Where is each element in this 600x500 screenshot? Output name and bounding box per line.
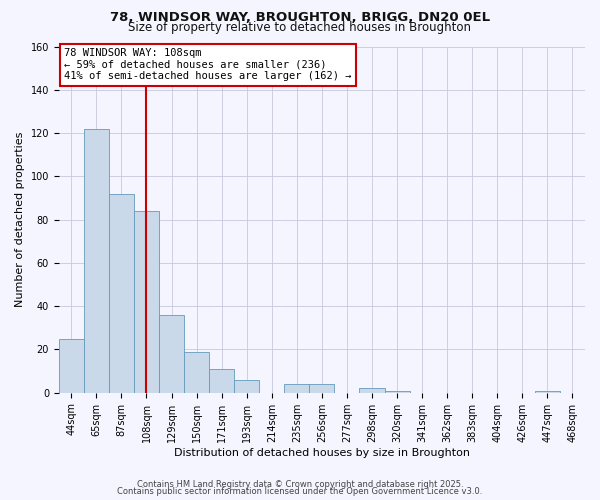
Bar [385, 390, 410, 392]
Bar [134, 211, 159, 392]
Bar [84, 128, 109, 392]
Bar [359, 388, 385, 392]
Bar [59, 338, 84, 392]
Text: 78, WINDSOR WAY, BROUGHTON, BRIGG, DN20 0EL: 78, WINDSOR WAY, BROUGHTON, BRIGG, DN20 … [110, 11, 490, 24]
Text: Size of property relative to detached houses in Broughton: Size of property relative to detached ho… [128, 21, 472, 34]
Bar [310, 384, 334, 392]
Bar [234, 380, 259, 392]
Bar [159, 315, 184, 392]
Text: Contains HM Land Registry data © Crown copyright and database right 2025.: Contains HM Land Registry data © Crown c… [137, 480, 463, 489]
Bar [184, 352, 209, 393]
Bar [535, 390, 560, 392]
Text: 78 WINDSOR WAY: 108sqm
← 59% of detached houses are smaller (236)
41% of semi-de: 78 WINDSOR WAY: 108sqm ← 59% of detached… [64, 48, 352, 82]
Y-axis label: Number of detached properties: Number of detached properties [15, 132, 25, 308]
Bar [209, 369, 234, 392]
Text: Contains public sector information licensed under the Open Government Licence v3: Contains public sector information licen… [118, 487, 482, 496]
X-axis label: Distribution of detached houses by size in Broughton: Distribution of detached houses by size … [174, 448, 470, 458]
Bar [109, 194, 134, 392]
Bar [284, 384, 310, 392]
